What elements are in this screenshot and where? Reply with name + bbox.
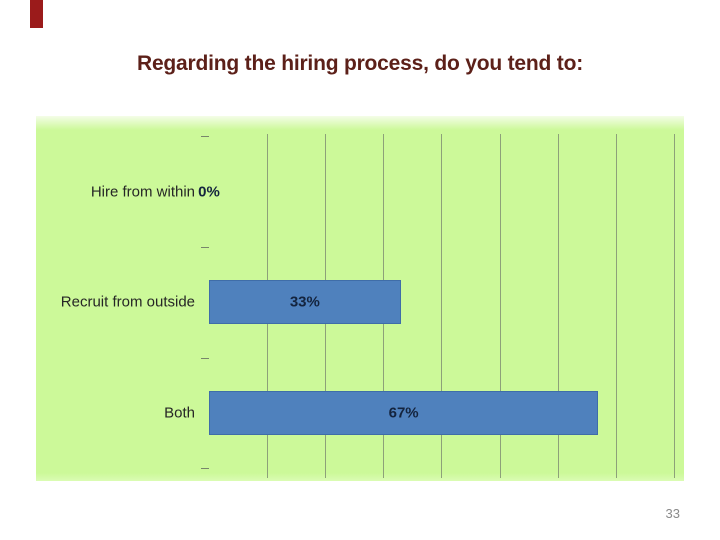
slide-accent-bar — [30, 0, 43, 28]
axis-tick — [201, 136, 209, 137]
gridline — [615, 134, 617, 478]
category-label: Hire from within — [90, 183, 195, 200]
axis-tick — [201, 468, 209, 469]
page-title: Regarding the hiring process, do you ten… — [136, 52, 584, 75]
data-label: 0% — [198, 183, 220, 200]
gridline — [557, 134, 559, 478]
page-number: 33 — [665, 506, 680, 521]
bar — [209, 280, 401, 325]
gridline — [673, 134, 675, 478]
data-label: 33% — [289, 293, 320, 311]
gridline — [499, 134, 501, 478]
data-label: 67% — [388, 404, 419, 422]
axis-tick — [201, 247, 209, 248]
category-label: Recruit from outside — [60, 293, 195, 311]
axis-tick — [201, 357, 209, 359]
bar-chart-plot-area: Hire from within 0% Recruit from outside 33… — [36, 116, 684, 481]
bar — [209, 390, 599, 435]
category-label: Both — [164, 404, 195, 422]
gridline — [441, 134, 443, 478]
